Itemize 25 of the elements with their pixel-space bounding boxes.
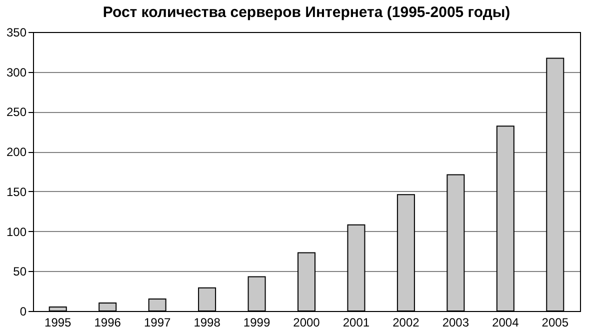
y-tick-label: 200 bbox=[6, 145, 27, 160]
x-tick-label: 2001 bbox=[342, 316, 370, 330]
y-tick-label: 50 bbox=[13, 264, 27, 279]
bar bbox=[248, 276, 266, 312]
x-tick-label: 1999 bbox=[243, 316, 270, 330]
x-tick-label: 1998 bbox=[194, 316, 221, 330]
bar bbox=[198, 287, 216, 312]
y-tick-label: 150 bbox=[6, 184, 27, 199]
bar bbox=[98, 302, 117, 312]
x-tick-label: 2004 bbox=[492, 316, 520, 330]
chart-title: Рост количества серверов Интернета (1995-2005 годы) bbox=[102, 4, 510, 21]
x-tick-label: 2003 bbox=[442, 316, 470, 330]
x-tick-label: 1995 bbox=[44, 316, 72, 330]
x-tick-label: 2002 bbox=[392, 316, 420, 330]
y-tick-label: 250 bbox=[6, 105, 27, 120]
x-tick-label: 2000 bbox=[293, 316, 320, 330]
y-tick-label: 100 bbox=[6, 224, 27, 239]
y-tick-label: 0 bbox=[20, 304, 27, 318]
x-tick-label: 1996 bbox=[94, 316, 122, 330]
y-tick-label: 350 bbox=[6, 26, 27, 40]
x-tick-label: 2005 bbox=[542, 316, 569, 330]
x-tick-label: 1997 bbox=[144, 316, 171, 330]
bar bbox=[148, 298, 166, 312]
y-tick-label: 300 bbox=[6, 65, 27, 80]
bar bbox=[48, 306, 67, 312]
